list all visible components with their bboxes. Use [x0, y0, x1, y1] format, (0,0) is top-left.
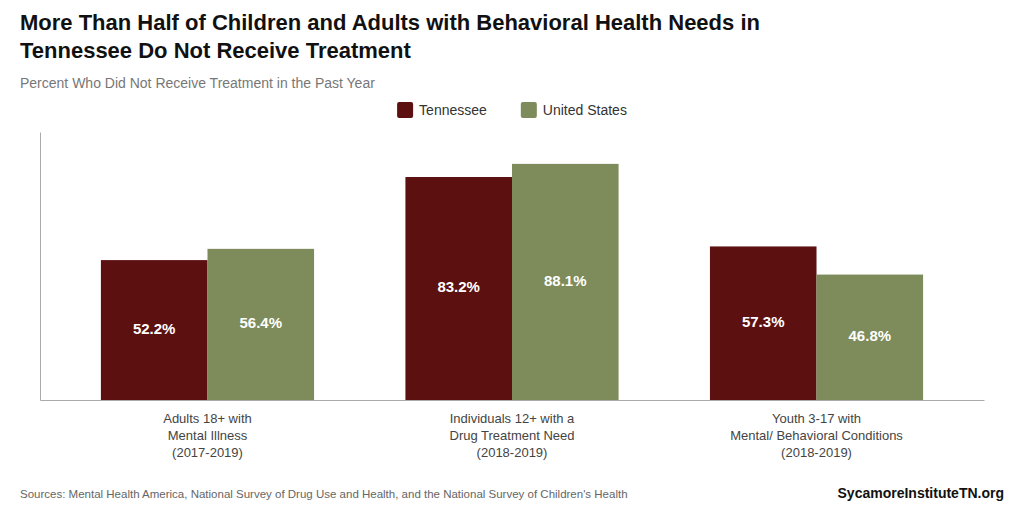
bar	[512, 164, 619, 400]
x-tick: Youth 3-17 with Mental/ Behavioral Condit…	[730, 400, 903, 460]
bar	[405, 177, 512, 400]
x-tick-label-line: Adults 18+ with	[163, 411, 252, 426]
x-axis-line	[41, 400, 985, 401]
x-tick-label-line: Individuals 12+ with a	[450, 411, 575, 426]
bar	[207, 249, 314, 400]
y-axis	[40, 133, 41, 401]
title: More Than Half of Children and Adults wi…	[20, 10, 760, 63]
title-line: Tennessee Do Not Receive Treatment	[20, 38, 412, 63]
legend-swatch	[521, 102, 537, 118]
x-tick-label-line: Mental/ Behavioral Conditions	[730, 428, 903, 443]
footnote: Sources: Mental Health America, National…	[20, 488, 628, 500]
legend-item: Tennessee	[397, 102, 487, 118]
footnote-right: SycamoreInstituteTN.org	[838, 485, 1004, 501]
x-tick-label-line: (2018-2019)	[781, 445, 852, 460]
x-tick-label-line: (2017-2019)	[172, 445, 243, 460]
bar	[710, 246, 817, 400]
x-tick-label-line: Mental Illness	[168, 428, 248, 443]
x-tick-label: Individuals 12+ with a Drug Treatment Nee…	[449, 411, 575, 460]
x-tick-label: Adults 18+ with Mental Illness (2017-2019)	[163, 411, 252, 460]
x-tick-label: Youth 3-17 with Mental/ Behavioral Condit…	[730, 411, 903, 460]
data-label: 56.4%	[240, 314, 283, 331]
plot-area: 52.2% 83.2% 57.3% 56.4% 88.1% 46.8% Adults 18+…	[41, 133, 985, 461]
legend-swatch	[397, 102, 413, 118]
bars	[101, 164, 923, 400]
data-label: 57.3%	[742, 313, 785, 330]
data-label: 52.2%	[133, 320, 176, 337]
subtitle: Percent Who Did Not Receive Treatment in…	[20, 75, 375, 91]
title-line: More Than Half of Children and Adults wi…	[20, 10, 760, 35]
x-axis: Adults 18+ with Mental Illness (2017-2019)…	[41, 400, 985, 460]
bar	[817, 275, 924, 400]
legend: Tennessee United States	[397, 102, 627, 118]
data-labels: 52.2% 83.2% 57.3% 56.4% 88.1% 46.8%	[133, 272, 891, 344]
data-label: 88.1%	[544, 272, 587, 289]
x-tick-label-line: (2018-2019)	[477, 445, 548, 460]
legend-label: United States	[543, 102, 627, 118]
x-tick: Individuals 12+ with a Drug Treatment Nee…	[449, 400, 575, 460]
y-axis-line	[40, 133, 41, 401]
data-label: 46.8%	[849, 327, 892, 344]
legend-item: United States	[521, 102, 627, 118]
bar	[101, 260, 208, 400]
chart: More Than Half of Children and Adults wi…	[0, 0, 1024, 512]
x-tick-label-line: Drug Treatment Need	[449, 428, 574, 443]
legend-label: Tennessee	[419, 102, 487, 118]
x-tick: Adults 18+ with Mental Illness (2017-2019)	[163, 400, 252, 460]
data-label: 83.2%	[437, 278, 480, 295]
x-tick-label-line: Youth 3-17 with	[772, 411, 861, 426]
